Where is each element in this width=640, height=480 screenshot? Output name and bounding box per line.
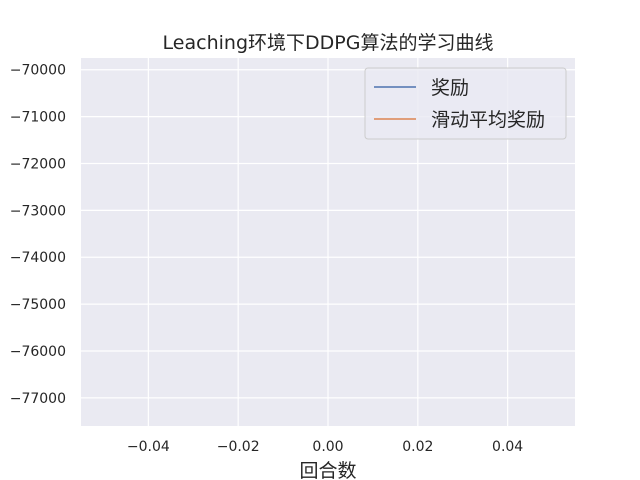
legend-box (364, 67, 567, 140)
y-tick-label: −73000 (10, 203, 66, 219)
legend-label-reward: 奖励 (431, 77, 469, 99)
y-tick-label: −71000 (10, 110, 66, 126)
x-tick-label: 0.04 (492, 439, 523, 455)
x-tick-label: −0.02 (217, 439, 260, 455)
legend: 奖励 滑动平均奖励 (364, 67, 567, 140)
x-axis-ticks: −0.04 −0.02 0.00 0.02 0.04 (127, 439, 523, 455)
x-tick-label: 0.02 (402, 439, 433, 455)
x-tick-label: −0.04 (127, 439, 170, 455)
chart-title: Leaching环境下DDPG算法的学习曲线 (163, 32, 494, 54)
y-tick-label: −70000 (10, 63, 66, 79)
y-tick-label: −72000 (10, 156, 66, 172)
x-tick-label: 0.00 (312, 439, 343, 455)
y-tick-label: −77000 (10, 391, 66, 407)
y-tick-label: −76000 (10, 344, 66, 360)
y-tick-label: −74000 (10, 250, 66, 266)
x-axis-label: 回合数 (299, 460, 356, 480)
y-axis-ticks: −70000 −71000 −72000 −73000 −74000 −75000 −760… (10, 63, 66, 407)
legend-label-moving-average-reward: 滑动平均奖励 (431, 109, 545, 131)
y-tick-label: −75000 (10, 297, 66, 313)
